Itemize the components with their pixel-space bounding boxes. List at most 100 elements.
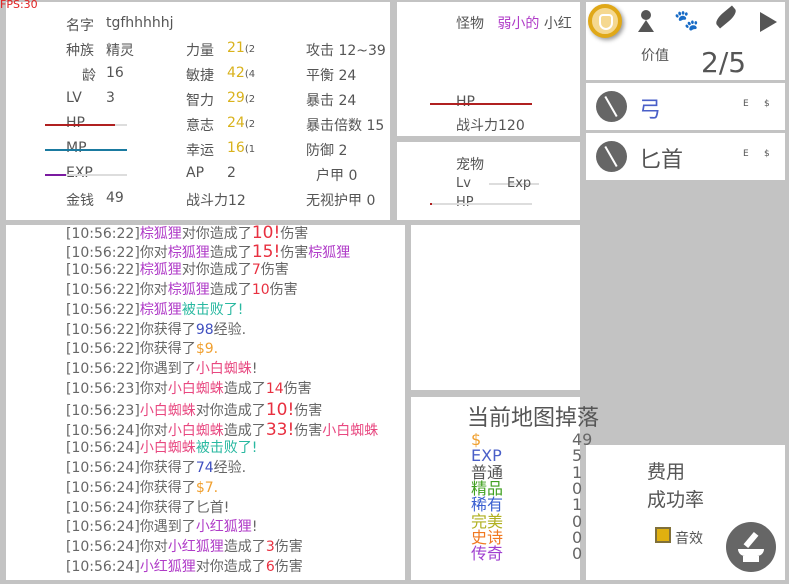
log-line: [10:56:24]小白蜘蛛被击败了! <box>66 437 257 457</box>
monster-name: 小红 <box>543 16 572 32</box>
wil-label: 意志 <box>186 118 214 134</box>
monster-hp-bar <box>430 103 532 105</box>
log-line: [10:56:22]你获得了$9. <box>66 338 218 358</box>
log-segment: [10:56:23] <box>66 381 140 397</box>
log-segment: 你获得了 <box>139 322 196 338</box>
log-line: [10:56:23]小白蜘蛛对你造成了10!伤害 <box>66 400 322 420</box>
log-segment: 对你造成了 <box>181 262 252 278</box>
bow-icon <box>596 91 627 122</box>
log-segment: 你获得了 <box>139 460 196 476</box>
log-segment: ! <box>251 361 258 377</box>
log-segment: 你获得了 <box>139 480 196 496</box>
play-icon[interactable] <box>760 12 777 32</box>
drop-value: 0 <box>572 544 583 564</box>
log-segment: 你遇到了 <box>139 519 196 535</box>
log-segment: 98 <box>195 322 214 338</box>
lv-value: 3 <box>106 90 115 106</box>
hp-label: HP <box>66 115 85 131</box>
log-line: [10:56:24]你对小白蜘蛛造成了33!伤害小白蜘蛛 <box>66 420 378 440</box>
log-segment: [10:56:24] <box>66 480 140 496</box>
int-bonus: (2 <box>244 94 256 105</box>
power-value: 12 <box>228 193 246 209</box>
person-icon[interactable] <box>638 10 654 32</box>
log-segment: 74 <box>195 460 214 476</box>
log-line: [10:56:22]棕狐狸对你造成了7伤害 <box>66 259 289 279</box>
pet-hp-label: HP <box>456 195 474 210</box>
log-segment: ! <box>251 519 258 535</box>
log-segment: [10:56:24] <box>66 559 140 575</box>
sell-button[interactable]: $ <box>764 149 770 159</box>
crit-value: 24 <box>338 93 357 109</box>
equipment-item[interactable]: 匕首 E $ <box>586 133 785 180</box>
log-segment: 伤害 <box>260 262 289 278</box>
int-value: 29 <box>227 90 245 106</box>
def-value: 2 <box>338 143 348 159</box>
log-segment: 小白蜘蛛 <box>167 381 224 397</box>
log-line: [10:56:24]你对小红狐狸造成了3伤害 <box>66 536 303 556</box>
clock-icon[interactable] <box>588 4 622 38</box>
drop-value: 1 <box>572 495 583 515</box>
critx-label: 暴击倍数 <box>306 118 362 134</box>
log-line: [10:56:22]你获得了98经验. <box>66 319 246 339</box>
anvil-icon[interactable] <box>726 522 776 572</box>
log-segment: 你遇到了 <box>139 361 196 377</box>
log-segment: 小白蜘蛛 <box>167 423 224 439</box>
log-segment: 小红狐狸 <box>195 519 252 535</box>
drop-value: 1 <box>572 462 583 482</box>
pet-exp-label: Exp <box>507 176 532 191</box>
log-segment: 15! <box>251 242 281 262</box>
log-segment: [10:56:22] <box>66 302 140 318</box>
battle-log[interactable]: [10:56:22]棕狐狸对你造成了10!伤害 [10:56:22]你对棕狐狸造成… <box>6 225 405 580</box>
log-segment: [10:56:24] <box>66 440 140 456</box>
atk-label: 攻击 <box>306 43 334 59</box>
drop-value: 0 <box>572 511 583 531</box>
value-text: 2/5 <box>701 46 747 79</box>
armor-label: 户甲 <box>316 168 344 184</box>
age-value: 16 <box>106 65 124 81</box>
lv-label: LV <box>66 90 82 106</box>
log-line: [10:56:23]你对小白蜘蛛造成了14伤害 <box>66 378 312 398</box>
log-segment: 小红狐狸 <box>167 539 224 555</box>
log-segment: 伤害 <box>280 245 309 261</box>
equip-button[interactable]: E <box>743 99 749 109</box>
exp-label: EXP <box>66 165 93 181</box>
agi-value: 42 <box>227 65 245 81</box>
equipment-item[interactable]: 弓 E $ <box>586 83 785 130</box>
gold-label: 金钱 <box>66 193 94 209</box>
log-segment: 伤害 <box>294 423 323 439</box>
log-segment: 3 <box>265 539 275 555</box>
log-segment: 造成了 <box>223 539 266 555</box>
monster-power-value: 120 <box>498 118 525 134</box>
paw-icon[interactable]: 🐾 <box>674 8 699 32</box>
sound-checkbox[interactable] <box>655 527 671 543</box>
pet-label: 宠物 <box>456 157 484 173</box>
drop-label: 精品 <box>471 478 504 498</box>
log-line: [10:56:22]棕狐狸对你造成了10!伤害 <box>66 225 308 243</box>
luck-label: 幸运 <box>186 143 214 159</box>
log-segment: 14 <box>265 381 284 397</box>
log-segment: 棕狐狸 <box>139 262 182 278</box>
pierce-label: 无视护甲 <box>306 193 362 209</box>
log-segment: 10! <box>265 400 295 420</box>
drop-value: 0 <box>572 527 583 547</box>
map-drops-panel: 当前地图掉落 $49 EXP 5 普通 1 精品 0 稀有 1 完美 0 史诗 0 传奇 0 <box>411 397 599 580</box>
log-segment: [10:56:23] <box>66 403 140 419</box>
empty-panel <box>411 225 580 390</box>
sell-button[interactable]: $ <box>764 99 770 109</box>
log-segment: [10:56:22] <box>66 322 140 338</box>
atk-value: 12~39 <box>338 43 386 59</box>
wil-value: 24 <box>227 115 245 131</box>
log-segment: 被击败了! <box>181 302 244 318</box>
race-label: 种族 <box>66 43 94 59</box>
sound-label: 音效 <box>675 531 703 547</box>
drops-title: 当前地图掉落 <box>467 406 600 431</box>
equipment-panel: 🐾 价值 2/5 <box>586 2 785 80</box>
log-line: [10:56:22]棕狐狸被击败了! <box>66 299 243 319</box>
log-segment: 小白蜘蛛 <box>139 440 196 456</box>
item-name: 匕首 <box>639 148 684 173</box>
wil-bonus: (2 <box>244 119 256 130</box>
feather-icon[interactable] <box>713 5 739 29</box>
log-segment: 经验. <box>213 460 247 476</box>
equip-button[interactable]: E <box>743 149 749 159</box>
bal-label: 平衡 <box>306 68 334 84</box>
